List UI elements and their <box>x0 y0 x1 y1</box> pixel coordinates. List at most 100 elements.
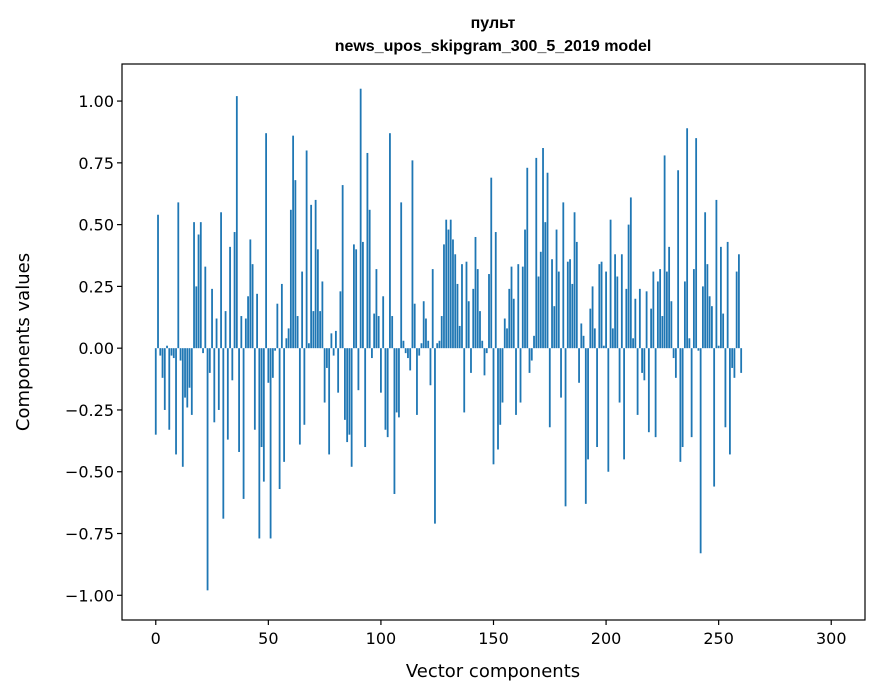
y-tick-label: 0.50 <box>78 216 114 235</box>
bar <box>724 348 727 428</box>
bar <box>517 264 520 349</box>
bar <box>362 241 364 349</box>
bar <box>186 348 189 408</box>
bar <box>251 264 254 349</box>
bar <box>206 348 209 591</box>
bar <box>674 348 677 378</box>
bar <box>431 269 434 349</box>
bar <box>217 348 220 410</box>
bar <box>729 348 731 455</box>
bar <box>706 264 709 349</box>
bar <box>641 348 643 373</box>
y-tick-label: 0.00 <box>78 339 114 358</box>
bar <box>371 348 373 359</box>
bar <box>695 138 698 349</box>
bar <box>384 348 387 430</box>
bar <box>296 316 299 349</box>
bar <box>535 157 538 349</box>
bar <box>253 348 256 430</box>
bar <box>235 96 238 349</box>
bar <box>515 348 517 415</box>
bar <box>492 348 495 465</box>
bar <box>321 281 324 349</box>
bar <box>280 283 283 349</box>
y-tick-label: −0.50 <box>65 463 114 482</box>
bar <box>344 348 346 420</box>
plot-frame <box>121 63 866 621</box>
bar <box>157 214 159 349</box>
bar <box>508 288 511 349</box>
bar <box>357 348 360 391</box>
bar <box>490 177 493 349</box>
y-tick-label: −0.25 <box>65 401 114 420</box>
bar <box>314 199 317 349</box>
bar <box>341 185 344 349</box>
bar <box>501 348 504 403</box>
bar <box>181 348 184 467</box>
bar <box>738 254 740 349</box>
bar <box>242 348 245 499</box>
bar <box>607 348 610 472</box>
bar <box>429 348 432 386</box>
bar <box>636 348 639 415</box>
bar <box>411 160 414 349</box>
bar <box>472 288 475 349</box>
bar <box>445 219 448 349</box>
bar <box>672 348 675 359</box>
bar <box>350 348 353 467</box>
bar <box>506 328 508 349</box>
bar <box>620 254 623 349</box>
bar <box>654 348 657 438</box>
bar <box>211 288 213 349</box>
bar <box>659 269 662 349</box>
bar <box>627 224 630 349</box>
bar <box>208 348 211 373</box>
bar <box>289 209 292 349</box>
bar <box>582 335 585 349</box>
bar <box>713 348 716 487</box>
bar <box>463 348 466 413</box>
bar <box>740 348 743 373</box>
bar <box>575 241 578 349</box>
bar <box>247 296 249 349</box>
bar <box>269 348 272 539</box>
bar <box>373 313 376 349</box>
bar <box>233 232 236 349</box>
x-tick-label: 300 <box>816 629 847 648</box>
x-axis-ticks: 0 50 100 150 200 250 300 <box>151 620 847 648</box>
bar <box>179 348 182 361</box>
bar <box>591 286 594 349</box>
bar <box>244 318 247 349</box>
bar <box>172 348 175 359</box>
bar <box>553 306 556 349</box>
bar <box>271 348 274 378</box>
bar <box>483 348 486 376</box>
bar <box>711 306 713 349</box>
bar <box>229 246 231 349</box>
y-tick-label: 1.00 <box>78 92 114 111</box>
bar <box>222 348 225 519</box>
bar <box>629 197 632 349</box>
bar <box>355 249 358 349</box>
bar <box>602 345 605 349</box>
bar <box>546 172 549 349</box>
bar <box>461 264 463 349</box>
bar <box>283 348 286 462</box>
bar <box>539 251 542 349</box>
bar <box>499 348 502 425</box>
bar <box>260 348 263 448</box>
bar <box>638 288 641 349</box>
x-axis-label: Vector components <box>406 661 580 682</box>
bar <box>614 254 616 349</box>
bar <box>611 328 614 349</box>
bar <box>294 180 297 349</box>
bar <box>600 261 603 349</box>
bar <box>215 318 218 349</box>
bar <box>443 244 445 349</box>
x-tick-label: 0 <box>151 629 161 648</box>
x-tick-label: 200 <box>591 629 622 648</box>
bar <box>634 298 637 349</box>
bar <box>231 348 234 381</box>
bar <box>319 311 322 349</box>
bar <box>323 348 326 403</box>
